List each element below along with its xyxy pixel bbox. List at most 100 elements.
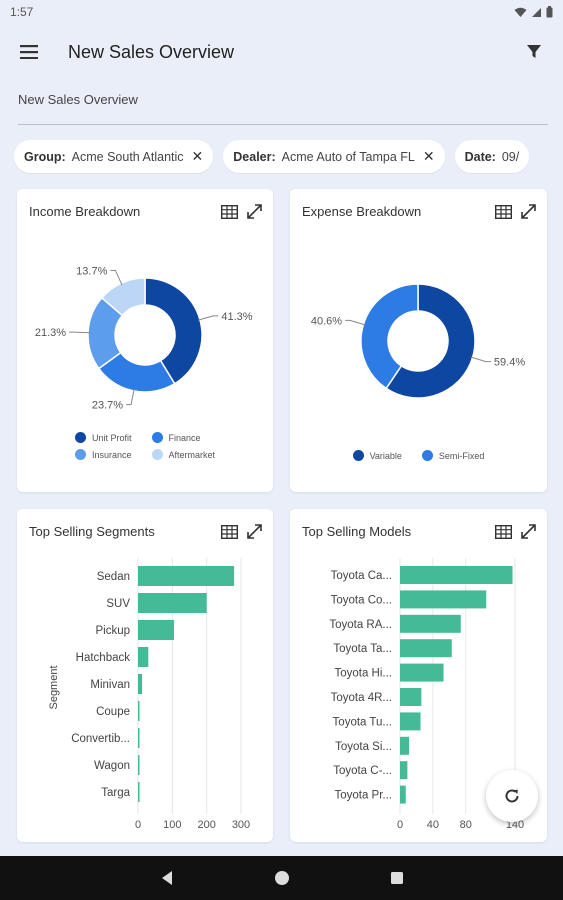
y-category-label: Hatchback <box>76 652 131 664</box>
bar[interactable] <box>138 755 140 775</box>
filter-value: 09/ <box>501 149 520 164</box>
bar[interactable] <box>138 782 140 802</box>
bar[interactable] <box>400 761 408 780</box>
legend-label: Finance <box>168 432 201 443</box>
y-category-label: Toyota Tu... <box>333 716 392 728</box>
legend-swatch <box>352 450 364 461</box>
bar[interactable] <box>400 736 410 755</box>
expense-pie-chart: 59.4% 40.6% <box>311 283 525 399</box>
table-icon[interactable] <box>221 524 238 539</box>
table-icon[interactable] <box>495 524 512 539</box>
expand-icon[interactable] <box>520 203 537 220</box>
table-icon[interactable] <box>495 204 512 219</box>
close-icon[interactable]: ✕ <box>422 148 435 164</box>
income-legend: Unit Profit Finance Insurance Aftermarke… <box>17 432 273 460</box>
y-category-label: Targa <box>101 787 130 799</box>
bar[interactable] <box>138 593 207 613</box>
models-bar-chart: 0 40 80 140 Toyota Ca... Toyota Co... Toyota R… <box>329 558 524 831</box>
slice-label: 23.7% <box>92 400 123 412</box>
back-icon[interactable] <box>160 870 174 886</box>
legend-label: Unit Profit <box>91 432 132 443</box>
y-category-label: Toyota C-... <box>333 765 392 777</box>
pie-slice[interactable] <box>100 277 146 317</box>
filter-key: Date: <box>464 149 496 164</box>
pie-slice[interactable] <box>385 283 476 399</box>
pie-slice[interactable] <box>144 277 203 385</box>
legend-swatch <box>421 450 433 461</box>
bar[interactable] <box>400 785 406 804</box>
y-category-label: Toyota 4R... <box>331 692 392 704</box>
signal-icon <box>532 7 541 17</box>
bar[interactable] <box>400 590 487 609</box>
filter-chips: Group: Acme South Atlantic ✕ Dealer: Acm… <box>14 140 563 174</box>
legend-swatch <box>74 449 86 460</box>
bar[interactable] <box>400 566 513 584</box>
bar[interactable] <box>138 728 140 748</box>
bar[interactable] <box>138 620 175 640</box>
bar[interactable] <box>400 663 444 682</box>
card-title: Top Selling Models <box>302 524 412 539</box>
page-subtitle: New Sales Overview <box>18 92 138 107</box>
y-category-label: SUV <box>106 598 130 610</box>
status-bar: 1:57 <box>0 0 563 24</box>
filter-key: Group: <box>24 149 66 164</box>
x-tick-label: 100 <box>163 819 181 831</box>
filter-chip-dealer[interactable]: Dealer: Acme Auto of Tampa FL ✕ <box>223 140 445 173</box>
expand-icon[interactable] <box>246 523 263 540</box>
x-tick-label: 40 <box>427 819 439 831</box>
legend-item: Insurance <box>74 449 132 460</box>
slice-label: 40.6% <box>311 315 342 327</box>
bar[interactable] <box>138 701 140 721</box>
bar[interactable] <box>400 639 452 658</box>
legend-label: Variable <box>369 450 402 461</box>
hamburger-menu-icon[interactable] <box>18 41 40 63</box>
legend-label: Insurance <box>91 449 132 460</box>
y-category-label: Minivan <box>90 679 130 691</box>
bar[interactable] <box>400 712 421 731</box>
app-title: New Sales Overview <box>68 41 235 62</box>
filter-value: Acme Auto of Tampa FL <box>281 149 415 164</box>
y-category-label: Toyota RA... <box>329 619 392 631</box>
legend-label: Aftermarket <box>168 449 216 460</box>
refresh-button[interactable] <box>486 770 538 822</box>
x-tick-label: 0 <box>397 819 403 831</box>
expense-legend: Variable Semi-Fixed <box>290 450 547 461</box>
slice-label: 59.4% <box>494 357 525 369</box>
bar[interactable] <box>138 674 143 694</box>
label-leader-line <box>110 269 123 286</box>
bar[interactable] <box>138 647 149 667</box>
recents-icon[interactable] <box>390 871 404 885</box>
filter-icon[interactable] <box>523 41 545 63</box>
y-category-label: Toyota Co... <box>331 594 392 606</box>
wifi-icon <box>514 7 527 17</box>
status-icons <box>514 6 553 18</box>
card-title: Top Selling Segments <box>29 524 155 539</box>
close-icon[interactable]: ✕ <box>191 148 204 164</box>
slice-label: 21.3% <box>35 327 66 339</box>
filter-chip-date[interactable]: Date: 09/ <box>454 140 530 173</box>
expense-breakdown-card: Expense Breakdown 59.4% 40.6% Variable Se… <box>290 189 547 492</box>
label-leader-line <box>470 356 491 363</box>
pie-slice[interactable] <box>360 283 419 390</box>
top-selling-models-card: Top Selling Models 0 40 80 140 Toyota Ca... T… <box>290 509 547 842</box>
y-category-label: Toyota Pr... <box>334 790 392 802</box>
table-icon[interactable] <box>221 204 238 219</box>
x-tick-label: 0 <box>135 819 141 831</box>
filter-chip-group[interactable]: Group: Acme South Atlantic ✕ <box>14 140 214 173</box>
expand-icon[interactable] <box>246 203 263 220</box>
y-category-label: Toyota Ca... <box>331 570 392 582</box>
legend-swatch <box>151 449 163 460</box>
legend-label: Semi-Fixed <box>438 450 485 461</box>
x-tick-label: 80 <box>460 819 472 831</box>
legend-item: Semi-Fixed <box>421 450 485 461</box>
y-category-label: Toyota Ta... <box>333 643 392 655</box>
bar[interactable] <box>400 614 461 633</box>
bar[interactable] <box>138 566 235 586</box>
filter-key: Dealer: <box>233 149 276 164</box>
expand-icon[interactable] <box>520 523 537 540</box>
divider <box>18 124 548 125</box>
income-pie-chart: 41.3% 23.7% 21.3% 13.7% <box>35 265 253 412</box>
bar[interactable] <box>400 688 422 706</box>
home-icon[interactable] <box>274 870 290 886</box>
card-title: Income Breakdown <box>29 204 141 219</box>
